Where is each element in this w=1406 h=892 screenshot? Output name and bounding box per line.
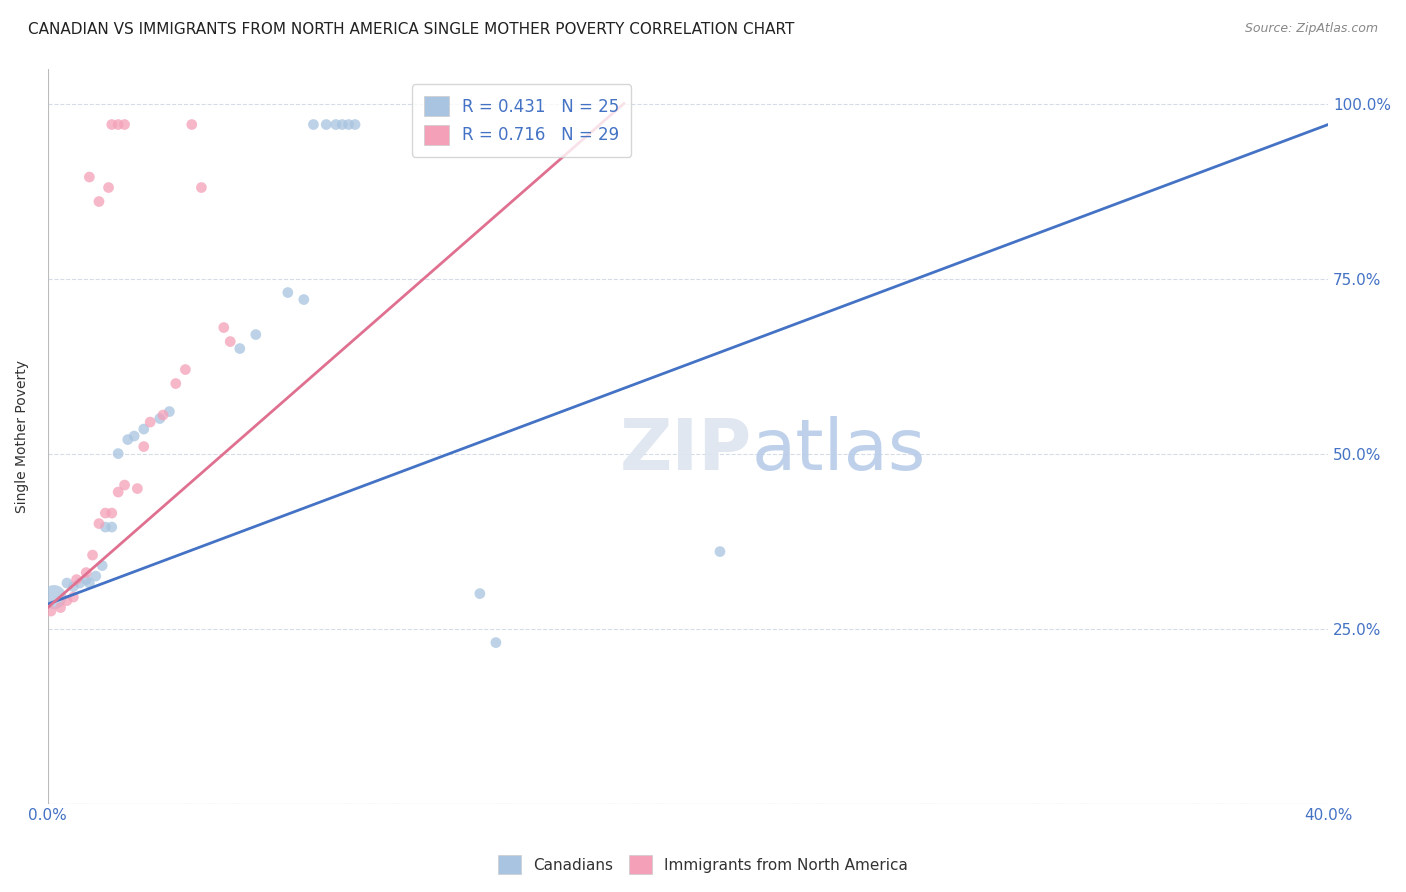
Point [330,118,353,132]
Point [337,118,360,132]
Text: ZIP: ZIP [620,417,752,485]
Point [65,573,87,587]
Point [219,334,242,349]
Point [62,580,84,594]
Text: atlas: atlas [752,417,927,485]
Point [114,478,136,492]
Point [292,293,315,307]
Point [344,118,367,132]
Point [132,440,155,454]
Point [107,446,129,460]
Point [82,548,104,562]
Point [107,118,129,132]
Point [117,433,139,447]
Point [245,327,267,342]
Point [56,576,79,591]
Point [149,411,172,425]
Point [49,600,72,615]
Point [132,422,155,436]
Point [87,516,110,531]
Point [62,590,84,604]
Point [39,604,62,618]
Point [152,408,174,422]
Point [180,118,202,132]
Point [79,576,101,591]
Point [84,569,107,583]
Point [44,590,66,604]
Point [91,558,114,573]
Point [100,520,122,534]
Point [709,544,731,558]
Point [174,362,197,376]
Legend: Canadians, Immigrants from North America: Canadians, Immigrants from North America [492,849,914,880]
Legend: R = 0.431   N = 25, R = 0.716   N = 29: R = 0.431 N = 25, R = 0.716 N = 29 [412,84,631,156]
Point [212,320,235,334]
Point [75,573,97,587]
Point [97,180,120,194]
Point [190,180,212,194]
Point [302,118,325,132]
Point [114,118,136,132]
Point [94,520,117,534]
Point [69,576,91,591]
Point [122,429,145,443]
Point [139,415,162,429]
Point [107,485,129,500]
Point [315,118,337,132]
Point [56,593,79,607]
Point [100,506,122,520]
Point [100,118,122,132]
Point [468,586,491,600]
Point [277,285,299,300]
Point [127,482,149,496]
Point [87,194,110,209]
Point [325,118,347,132]
Y-axis label: Single Mother Poverty: Single Mother Poverty [15,359,30,513]
Point [94,506,117,520]
Point [229,342,252,356]
Text: CANADIAN VS IMMIGRANTS FROM NORTH AMERICA SINGLE MOTHER POVERTY CORRELATION CHAR: CANADIAN VS IMMIGRANTS FROM NORTH AMERIC… [28,22,794,37]
Point [157,404,180,418]
Text: Source: ZipAtlas.com: Source: ZipAtlas.com [1244,22,1378,36]
Point [165,376,187,391]
Point [485,635,508,649]
Point [75,566,97,580]
Point [79,169,101,184]
